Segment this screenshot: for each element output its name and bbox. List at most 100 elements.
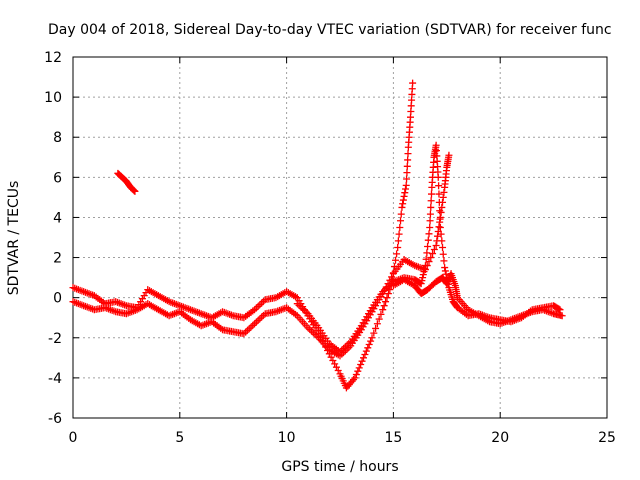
x-tick-label: 5	[175, 430, 184, 446]
data-point	[373, 320, 381, 328]
data-point	[441, 267, 449, 275]
data-point	[400, 192, 408, 200]
y-tick-label: 8	[53, 130, 62, 146]
data-point	[425, 230, 433, 238]
data-point	[442, 270, 450, 278]
data-point	[357, 361, 365, 369]
data-point	[402, 181, 410, 189]
data-point	[418, 277, 426, 285]
data-point	[399, 196, 407, 204]
data-point	[436, 215, 444, 223]
data-point	[403, 169, 411, 177]
data-point	[372, 324, 380, 332]
data-point	[396, 223, 404, 231]
data-point	[398, 203, 406, 211]
data-point	[401, 189, 409, 197]
data-point	[256, 315, 264, 323]
y-tick-label: -2	[48, 331, 62, 347]
data-point	[382, 298, 390, 306]
data-point	[367, 337, 375, 345]
data-point	[395, 230, 403, 238]
data-point	[364, 344, 372, 352]
data-point	[426, 217, 434, 225]
data-point	[370, 329, 378, 337]
data-point	[419, 274, 427, 282]
data-point	[254, 302, 262, 310]
y-tick-label: 0	[53, 291, 62, 307]
data-point	[247, 323, 255, 331]
data-point	[437, 208, 445, 216]
data-point	[240, 330, 248, 338]
data-point	[258, 313, 266, 321]
x-tick-label: 0	[69, 430, 78, 446]
data-point	[437, 230, 445, 238]
data-point	[427, 190, 435, 198]
data-point	[383, 294, 391, 302]
data-point	[444, 276, 452, 284]
data-point	[361, 350, 369, 358]
data-point	[440, 188, 448, 196]
data-point	[420, 268, 428, 276]
y-tick-label: 4	[53, 210, 62, 226]
data-point	[308, 327, 316, 335]
data-point	[258, 299, 266, 307]
data-point	[327, 353, 335, 361]
data-point	[251, 320, 259, 328]
plot-frame	[72, 56, 608, 419]
x-tick-label: 20	[491, 430, 509, 446]
data-point	[435, 198, 443, 206]
data-point	[252, 318, 260, 326]
data-point	[368, 334, 376, 342]
y-tick-label: -6	[48, 411, 62, 427]
data-point	[377, 310, 385, 318]
data-point	[419, 271, 427, 279]
data-point	[436, 207, 444, 215]
data-point	[404, 156, 412, 164]
data-point	[397, 217, 405, 225]
data-point	[427, 254, 435, 262]
data-point	[443, 280, 451, 288]
data-point	[350, 376, 358, 384]
data-point	[351, 374, 359, 382]
data-point	[130, 186, 138, 194]
data-point	[354, 367, 362, 375]
data-point	[423, 249, 431, 257]
data-point	[427, 197, 435, 205]
data-point	[399, 200, 407, 208]
data-point	[403, 175, 411, 183]
data-point	[435, 190, 443, 198]
data-point	[444, 278, 452, 286]
y-axis-label: SDTVAR / TECUs	[6, 181, 22, 296]
x-tick-label: 25	[598, 430, 616, 446]
data-point	[256, 301, 264, 309]
data-point	[392, 256, 400, 264]
data-point	[131, 187, 139, 195]
data-point	[556, 306, 564, 314]
data-points	[69, 79, 566, 392]
data-point	[403, 162, 411, 170]
data-point	[440, 257, 448, 265]
data-point	[436, 223, 444, 231]
x-tick-label: 15	[384, 430, 402, 446]
data-point	[365, 340, 373, 348]
data-point	[434, 232, 442, 240]
data-point	[249, 321, 257, 329]
data-point	[429, 250, 437, 258]
data-point	[409, 79, 417, 87]
data-point	[375, 315, 383, 323]
data-point	[426, 210, 434, 218]
data-point	[355, 364, 363, 372]
data-point	[439, 193, 447, 201]
grid	[73, 57, 607, 418]
data-point	[421, 262, 429, 270]
data-point	[397, 210, 405, 218]
data-point	[435, 223, 443, 231]
y-tick-label: 10	[44, 90, 62, 106]
data-point	[422, 255, 430, 263]
data-point	[393, 250, 401, 258]
data-point	[329, 357, 337, 365]
data-point	[332, 363, 340, 371]
data-point	[427, 203, 435, 211]
data-point	[245, 325, 253, 333]
